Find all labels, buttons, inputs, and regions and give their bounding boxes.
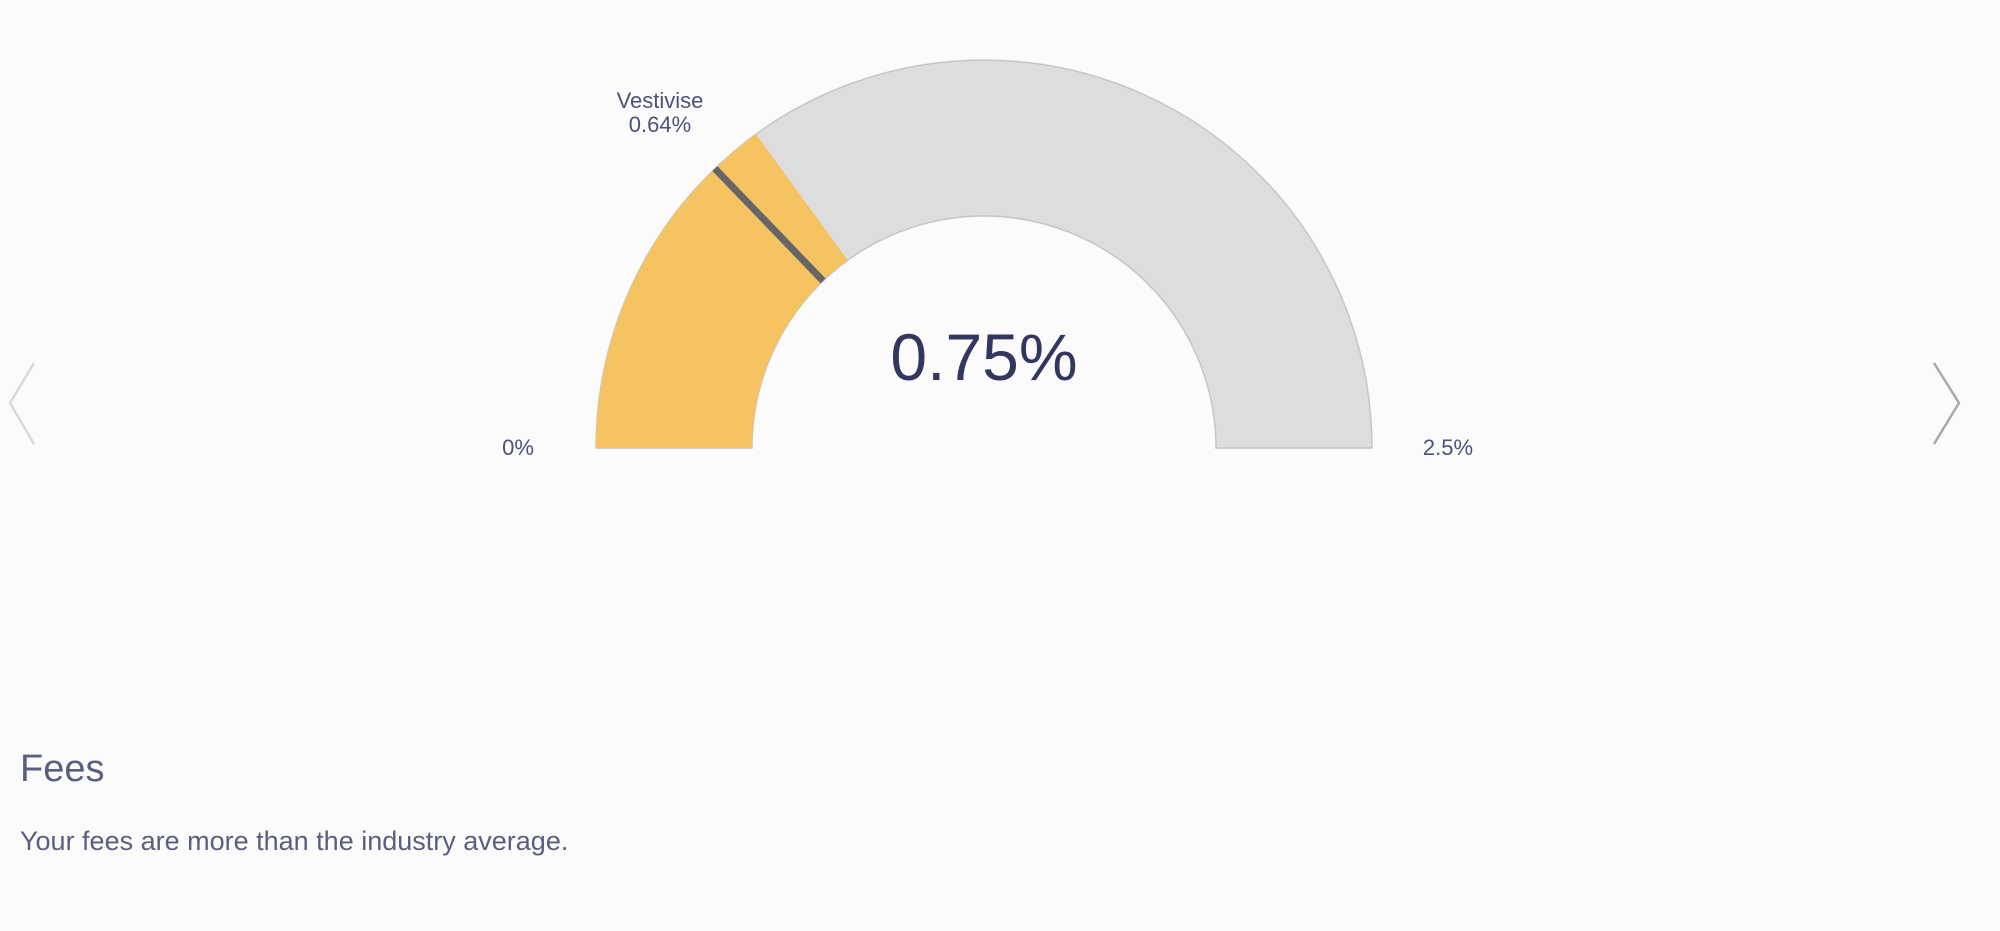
section-title: Fees — [20, 748, 105, 790]
gauge-fill — [596, 134, 848, 448]
gauge-marker-needle — [712, 166, 826, 284]
gauge-max-label: 2.5% — [1423, 435, 1473, 460]
chevron-left-icon[interactable] — [0, 358, 40, 448]
gauge-marker-name: Vestivise — [617, 88, 704, 113]
gauge-min-label: 0% — [502, 435, 534, 460]
gauge-value: 0.75% — [890, 320, 1077, 394]
chevron-right-icon[interactable] — [1924, 358, 1964, 448]
gauge-marker-value: 0.64% — [629, 112, 691, 137]
section-description: Your fees are more than the industry ave… — [20, 826, 569, 856]
